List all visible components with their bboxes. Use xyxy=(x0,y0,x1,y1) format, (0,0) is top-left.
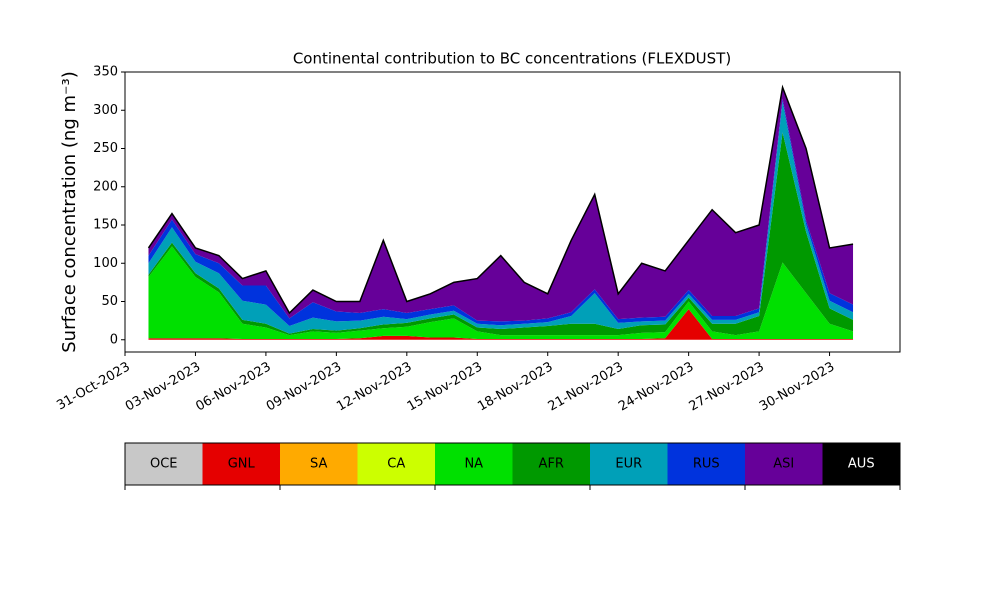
legend-swatch xyxy=(435,443,513,485)
x-tick-label: 12-Nov-2023 xyxy=(334,360,414,415)
legend-label: ASI xyxy=(773,457,794,472)
x-tick-label: 18-Nov-2023 xyxy=(475,360,555,415)
plot-areas xyxy=(147,84,854,340)
y-tick-label: 50 xyxy=(101,294,118,309)
y-tick-label: 0 xyxy=(110,332,118,347)
legend-swatch xyxy=(512,443,590,485)
legend-swatch xyxy=(822,443,900,485)
legend-label: AFR xyxy=(539,457,564,472)
legend-label: EUR xyxy=(615,457,642,472)
x-tick-label: 03-Nov-2023 xyxy=(123,360,203,415)
y-tick-label: 100 xyxy=(93,256,118,271)
y-tick-label: 200 xyxy=(93,179,118,194)
legend-label: SA xyxy=(310,457,327,472)
x-tick-label: 09-Nov-2023 xyxy=(264,360,344,415)
y-axis-label: Surface concentration (ng m⁻³) xyxy=(59,71,80,353)
area xyxy=(148,101,854,334)
legend-label: AUS xyxy=(848,457,875,472)
colorbar-frame xyxy=(124,442,901,486)
legend-label: OCE xyxy=(150,457,178,472)
legend-swatch xyxy=(125,443,203,485)
legend-swatch xyxy=(357,443,435,485)
legend-label: RUS xyxy=(693,457,720,472)
x-tick-label: 27-Nov-2023 xyxy=(687,360,767,415)
chart-title: Continental contribution to BC concentra… xyxy=(293,50,731,68)
x-tick-label: 06-Nov-2023 xyxy=(193,360,273,415)
area xyxy=(148,246,854,339)
y-tick-label: 250 xyxy=(93,141,118,156)
legend-label: CA xyxy=(387,457,405,472)
y-tick-label: 350 xyxy=(93,65,118,80)
area xyxy=(148,309,854,340)
legend-swatch xyxy=(745,443,823,485)
legend-swatch xyxy=(280,443,358,485)
colorbar-ticks xyxy=(124,485,901,490)
plot-frame xyxy=(124,71,901,353)
legend-swatch xyxy=(202,443,280,485)
y-tick-label: 150 xyxy=(93,218,118,233)
x-tick-label: 24-Nov-2023 xyxy=(616,360,696,415)
legend-swatch xyxy=(667,443,745,485)
total-outline xyxy=(147,84,854,315)
legend-label: GNL xyxy=(228,457,256,472)
legend-label: NA xyxy=(464,457,483,472)
area xyxy=(148,87,854,322)
x-tick-label: 31-Oct-2023 xyxy=(54,360,132,414)
x-tick-label: 21-Nov-2023 xyxy=(546,360,626,415)
legend-swatch xyxy=(590,443,668,485)
x-tick-label: 30-Nov-2023 xyxy=(757,360,837,415)
y-tick-label: 300 xyxy=(93,103,118,118)
area xyxy=(148,132,854,336)
x-tick-label: 15-Nov-2023 xyxy=(405,360,485,415)
